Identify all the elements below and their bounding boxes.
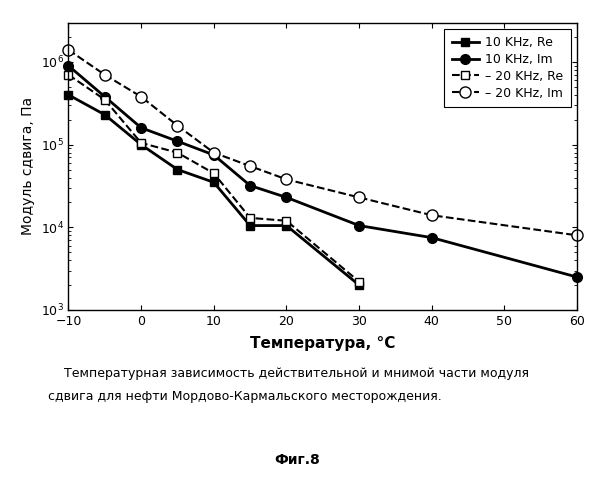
- Line: 10 KHz, Im: 10 KHz, Im: [64, 61, 582, 282]
- – 20 KHz, Im: [356, 194, 363, 200]
- 10 KHz, Re: [283, 222, 290, 228]
- – 20 KHz, Re: [283, 218, 290, 224]
- 10 KHz, Im: [210, 152, 217, 158]
- 10 KHz, Im: [101, 94, 108, 100]
- 10 KHz, Im: [137, 125, 145, 131]
- – 20 KHz, Re: [65, 72, 72, 78]
- X-axis label: Температура, °C: Температура, °C: [250, 336, 396, 351]
- Line: – 20 KHz, Re: – 20 KHz, Re: [64, 70, 364, 286]
- 10 KHz, Im: [428, 234, 436, 240]
- – 20 KHz, Im: [137, 94, 145, 100]
- – 20 KHz, Im: [574, 232, 581, 238]
- 10 KHz, Re: [65, 92, 72, 98]
- – 20 KHz, Re: [174, 150, 181, 156]
- – 20 KHz, Re: [101, 96, 108, 102]
- 10 KHz, Im: [283, 194, 290, 200]
- Y-axis label: Модуль сдвига, Па: Модуль сдвига, Па: [21, 97, 35, 235]
- – 20 KHz, Im: [428, 212, 436, 218]
- 10 KHz, Im: [356, 222, 363, 228]
- Line: – 20 KHz, Im: – 20 KHz, Im: [63, 44, 583, 241]
- – 20 KHz, Im: [174, 122, 181, 128]
- 10 KHz, Im: [65, 62, 72, 68]
- – 20 KHz, Im: [210, 150, 217, 156]
- – 20 KHz, Re: [210, 170, 217, 176]
- 10 KHz, Re: [174, 166, 181, 172]
- 10 KHz, Im: [246, 182, 253, 188]
- – 20 KHz, Im: [65, 47, 72, 53]
- – 20 KHz, Re: [137, 140, 145, 146]
- Text: Температурная зависимость действительной и мнимой части модуля: Температурная зависимость действительной…: [48, 368, 528, 380]
- – 20 KHz, Im: [101, 72, 108, 78]
- – 20 KHz, Im: [283, 176, 290, 182]
- 10 KHz, Re: [356, 282, 363, 288]
- – 20 KHz, Re: [356, 278, 363, 284]
- – 20 KHz, Im: [246, 163, 253, 169]
- Text: Фиг.8: Фиг.8: [275, 452, 320, 466]
- 10 KHz, Re: [101, 112, 108, 117]
- – 20 KHz, Re: [246, 215, 253, 221]
- 10 KHz, Re: [137, 142, 145, 148]
- 10 KHz, Im: [574, 274, 581, 280]
- Line: 10 KHz, Re: 10 KHz, Re: [64, 90, 364, 290]
- Text: сдвига для нефти Мордово-Кармальского месторождения.: сдвига для нефти Мордово-Кармальского ме…: [48, 390, 441, 403]
- 10 KHz, Im: [174, 138, 181, 144]
- 10 KHz, Re: [246, 222, 253, 228]
- Legend: 10 KHz, Re, 10 KHz, Im, – 20 KHz, Re, – 20 KHz, Im: 10 KHz, Re, 10 KHz, Im, – 20 KHz, Re, – …: [444, 28, 571, 107]
- 10 KHz, Re: [210, 180, 217, 186]
